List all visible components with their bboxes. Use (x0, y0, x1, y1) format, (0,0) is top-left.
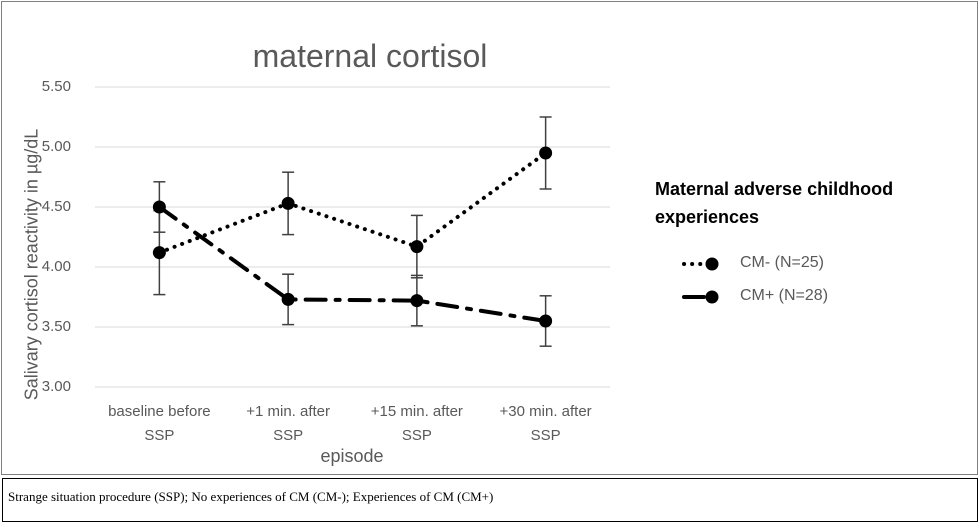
point (152, 246, 166, 260)
x-tick-label: +15 min. after SSP (370, 403, 463, 444)
point (539, 314, 553, 328)
legend-title: Maternal adverse childhood experiences (655, 179, 894, 227)
legend-label: CM+ (N=28) (740, 287, 829, 304)
x-tick-label: +1 min. after SSP (246, 403, 331, 444)
legend-marker (705, 257, 719, 271)
legend-label: CM- (N=25) (740, 254, 825, 271)
point (281, 196, 295, 210)
point (152, 200, 166, 214)
y-tick-label: 3.00 (41, 378, 71, 395)
y-tick-label: 4.50 (41, 198, 71, 215)
x-axis-label: episode (320, 446, 384, 466)
point (281, 292, 295, 306)
x-tick-label: +30 min. after SSP (499, 403, 592, 444)
chart-frame (1, 1, 978, 475)
point (539, 146, 553, 160)
legend-marker (705, 290, 719, 304)
y-tick-label: 4.00 (41, 258, 71, 275)
point (410, 240, 424, 254)
y-tick-label: 3.50 (41, 318, 71, 335)
series-line (157, 151, 548, 255)
x-tick-label: baseline before SSP (108, 403, 211, 444)
y-tick-label: 5.50 (41, 78, 71, 95)
chart-title: maternal cortisol (252, 38, 488, 74)
y-tick-label: 5.00 (41, 138, 71, 155)
point (410, 294, 424, 308)
caption: Strange situation procedure (SSP); No ex… (2, 478, 978, 522)
series-line (157, 205, 548, 323)
